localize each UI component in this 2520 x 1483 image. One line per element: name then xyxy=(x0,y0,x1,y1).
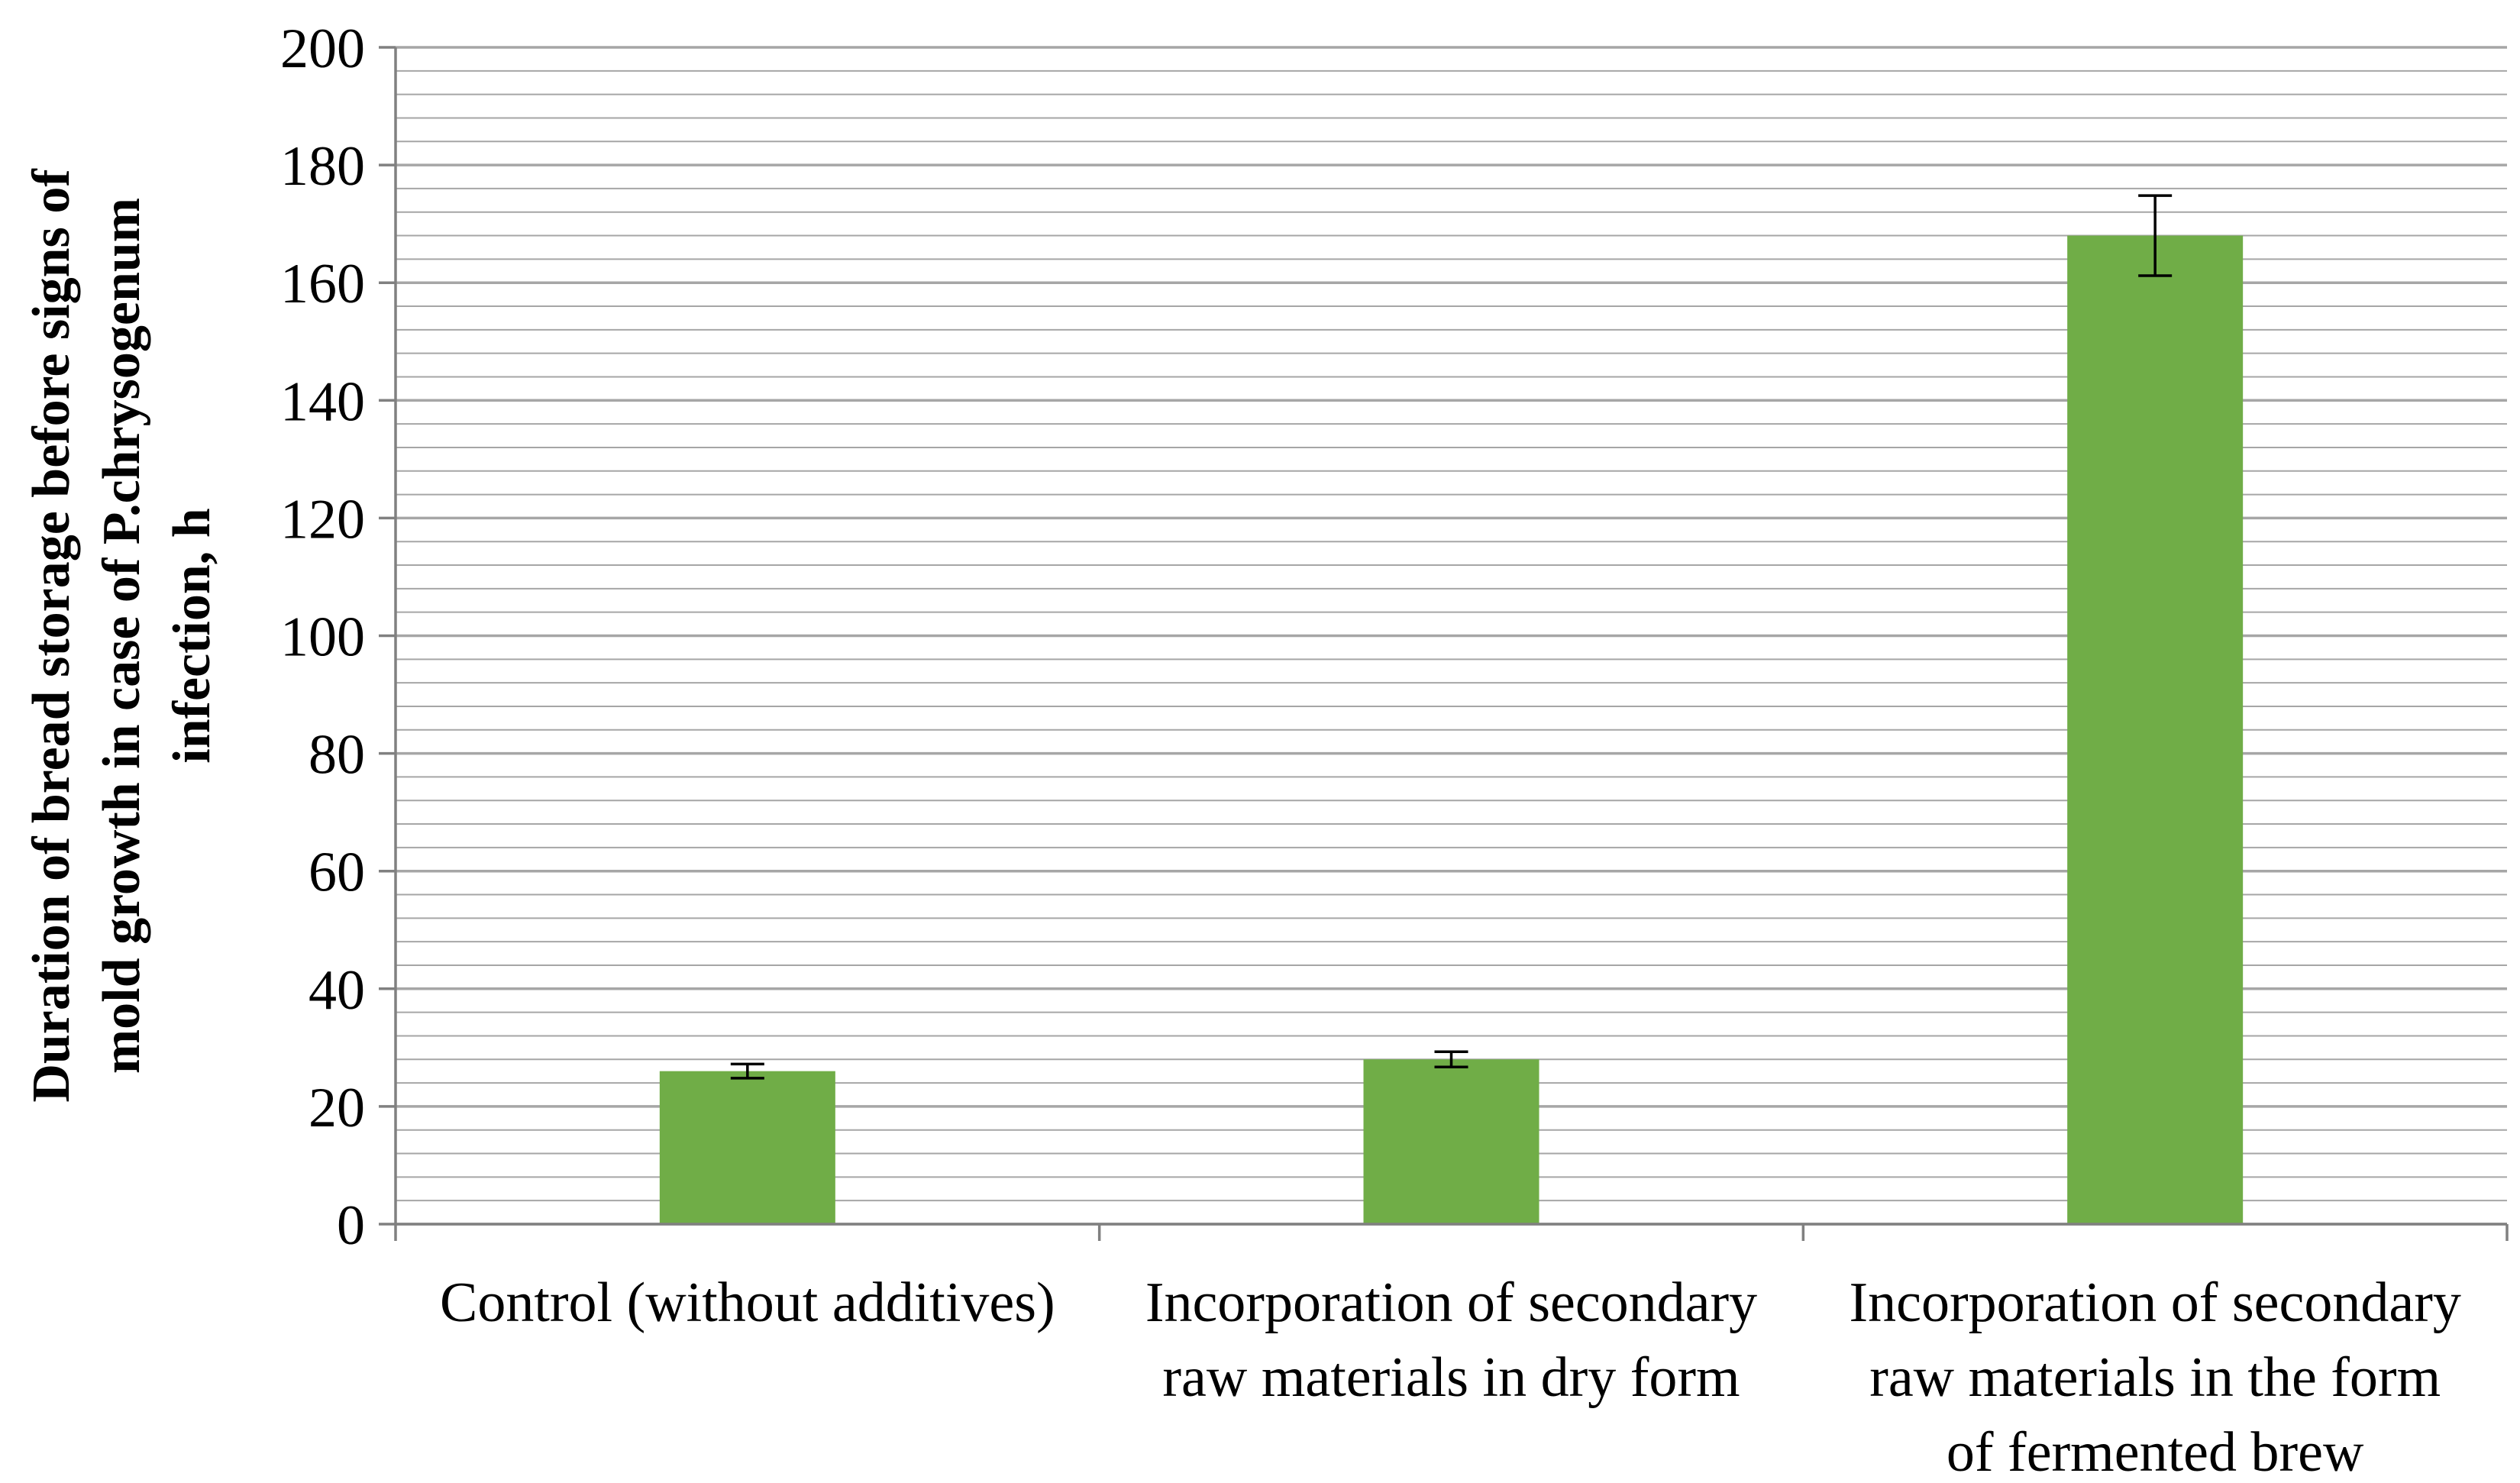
y-tick-label: 60 xyxy=(309,842,365,904)
y-tick-label: 80 xyxy=(309,724,365,787)
y-axis-title-line: mold growth in case of P.chrysogenum xyxy=(92,198,151,1074)
x-category-labels: Control (without additives) Incorporation… xyxy=(440,1271,2461,1483)
error-bar-2 xyxy=(1434,1050,1468,1069)
error-bar-3 xyxy=(2138,194,2173,277)
y-tick-label: 140 xyxy=(280,370,365,433)
x-category-label-3: raw materials in the form xyxy=(1869,1346,2441,1409)
x-category-label-3: Incorporation of secondary xyxy=(1849,1271,2460,1334)
y-tick-labels: 0 20 40 60 80 100 120 140 160 180 200 xyxy=(280,18,365,1257)
x-category-label-1: Control (without additives) xyxy=(440,1271,1055,1334)
bar-3 xyxy=(2067,235,2244,1224)
y-tick-label: 0 xyxy=(337,1194,365,1257)
axes xyxy=(379,46,2509,1241)
y-tick-label: 40 xyxy=(309,959,365,1022)
bar-1 xyxy=(659,1071,835,1224)
y-axis-title-line: infection, h xyxy=(163,508,221,763)
y-axis-title-line: Duration of bread storage before signs o… xyxy=(22,169,81,1103)
y-axis-title: Duration of bread storage before signs o… xyxy=(22,169,221,1103)
y-tick-label: 180 xyxy=(280,135,365,198)
x-category-label-2: raw materials in dry form xyxy=(1162,1346,1740,1409)
x-category-label-2: Incorporation of secondary xyxy=(1145,1271,1757,1334)
error-bar-1 xyxy=(730,1062,764,1080)
y-tick-label: 120 xyxy=(280,488,365,551)
bars xyxy=(659,235,2244,1224)
error-bars xyxy=(730,194,2173,1080)
y-tick-label: 200 xyxy=(280,18,365,80)
y-tick-label: 160 xyxy=(280,253,365,315)
x-category-label-3: of fermented brew xyxy=(1947,1421,2364,1483)
bar-2 xyxy=(1363,1059,1539,1224)
y-tick-label: 20 xyxy=(309,1077,365,1139)
y-tick-label: 100 xyxy=(280,606,365,669)
